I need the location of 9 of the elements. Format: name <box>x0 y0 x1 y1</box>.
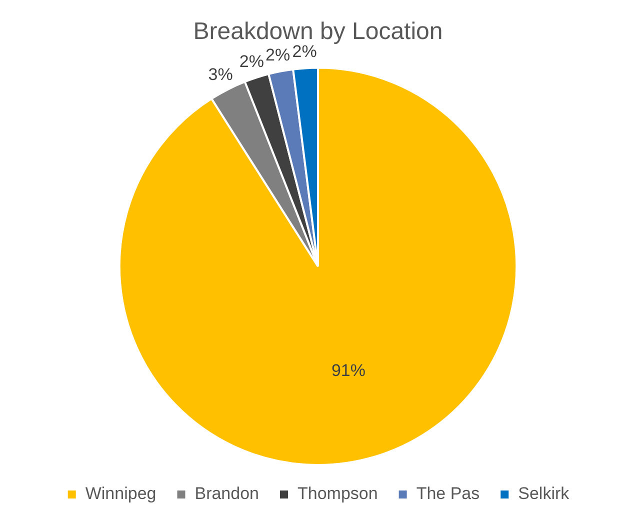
legend-label: Brandon <box>194 484 260 504</box>
data-label: 3% <box>208 64 233 84</box>
legend-label: Winnipeg <box>85 484 156 504</box>
legend-label: Thompson <box>298 484 378 504</box>
data-label: 2% <box>239 52 264 71</box>
legend-label: Selkirk <box>518 484 570 504</box>
data-label: 2% <box>266 45 290 64</box>
data-label: 91% <box>331 360 366 380</box>
legend-label: The Pas <box>416 484 480 504</box>
